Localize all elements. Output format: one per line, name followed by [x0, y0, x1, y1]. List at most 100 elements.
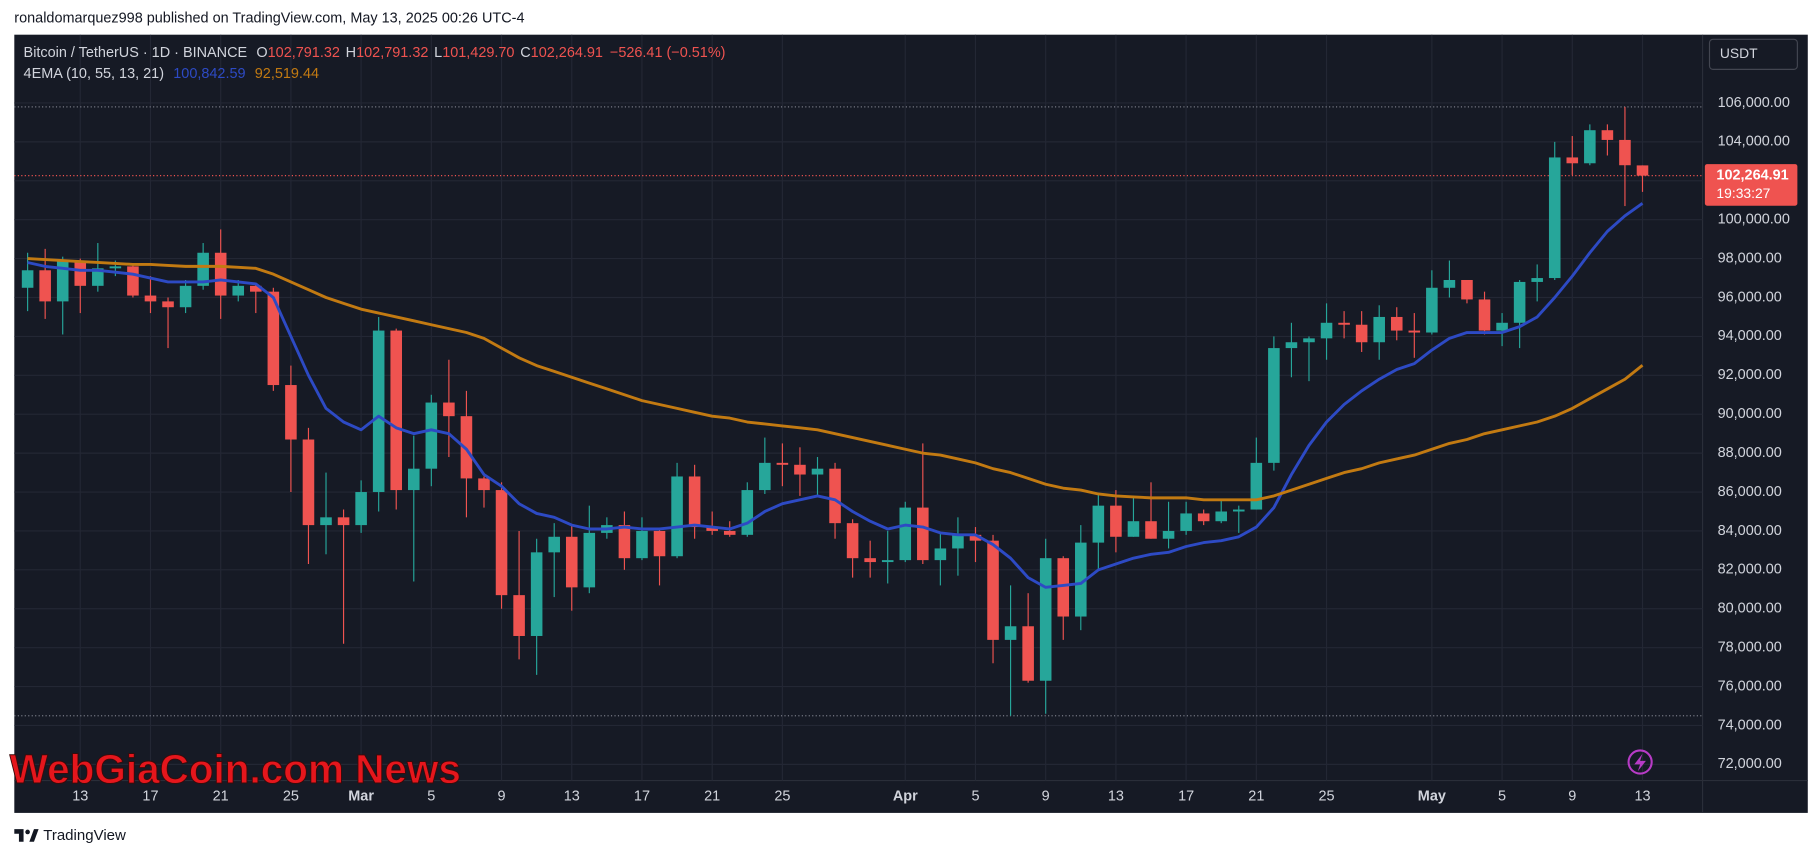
candle-body: [162, 301, 174, 308]
x-tick-label: 13: [72, 789, 88, 805]
candle-body: [443, 402, 455, 417]
change: −526.41 (−0.51%): [610, 45, 726, 61]
tradingview-logo: [14, 829, 39, 842]
x-tick-label: 17: [1178, 789, 1194, 805]
candle-body: [1197, 513, 1210, 522]
y-tick-label: 76,000.00: [1718, 678, 1782, 694]
ohlc-key: C: [520, 45, 530, 61]
x-tick-label: 21: [213, 789, 229, 805]
candle-body: [1127, 521, 1140, 537]
ohlc-value: 102,791.32: [356, 45, 428, 61]
x-tick-label: 9: [498, 789, 506, 805]
candle-body: [1426, 287, 1438, 333]
candle-body: [355, 492, 367, 526]
y-tick-label: 84,000.00: [1718, 523, 1782, 539]
candle-body: [565, 536, 578, 588]
candle-body: [1320, 322, 1333, 339]
candle-body: [179, 285, 192, 308]
candle-body: [1601, 130, 1614, 140]
x-tick-label: 17: [634, 789, 650, 805]
candle-body: [372, 330, 385, 493]
candle-body: [337, 517, 350, 526]
candle-body: [1636, 165, 1649, 176]
x-tick-label: 9: [1568, 789, 1576, 805]
ohlc-value: 101,429.70: [442, 45, 514, 61]
last-price-box: [1704, 164, 1798, 206]
candle-body: [39, 270, 51, 302]
candle-body: [1355, 324, 1368, 343]
logo-part: [25, 829, 30, 835]
x-tick-label: 5: [971, 789, 979, 805]
y-tick-label: 94,000.00: [1718, 328, 1782, 344]
last-price-label: 102,264.91: [1716, 167, 1788, 183]
candle-body: [917, 507, 929, 561]
candle-body: [1268, 348, 1280, 463]
x-tick-label: Apr: [893, 789, 918, 805]
candle-body: [1075, 542, 1087, 617]
currency-button[interactable]: [1708, 38, 1798, 70]
candle-body: [250, 285, 262, 292]
candle-body: [952, 534, 964, 549]
candle-body: [1338, 322, 1350, 325]
x-tick-label: May: [1418, 789, 1446, 805]
y-tick-label: 98,000.00: [1718, 250, 1782, 266]
x-tick-label: 21: [704, 789, 720, 805]
x-tick-label: 9: [1042, 789, 1050, 805]
plot: [21, 106, 1649, 716]
candle-body: [1004, 626, 1017, 640]
ohlc-key: O: [256, 45, 267, 61]
x-tick-label: 17: [142, 789, 158, 805]
watermark: WebGiaCoin.com News: [10, 746, 461, 792]
candle-body: [548, 536, 560, 553]
x-tick-label: 5: [1498, 789, 1506, 805]
candle-body: [899, 507, 912, 561]
candle-body: [934, 548, 947, 561]
candle-body: [1285, 342, 1298, 349]
ohlc-value: 102,264.91: [531, 45, 603, 61]
candle-body: [1443, 279, 1456, 288]
byline: ronaldomarquez998 published on TradingVi…: [14, 10, 524, 26]
candle-body: [1408, 330, 1421, 333]
indicator-value: 92,519.44: [255, 66, 319, 82]
candle-body: [1548, 157, 1561, 279]
symbol: Bitcoin / TetherUS · 1D · BINANCE: [24, 45, 248, 61]
y-tick-label: 72,000.00: [1718, 756, 1782, 772]
indicator-legend: 4EMA (10, 55, 13, 21) 100,842.59 92,519.44: [24, 66, 319, 82]
logo-part: [14, 829, 24, 842]
y-tick-label: 80,000.00: [1718, 601, 1782, 617]
candle-body: [1496, 322, 1508, 331]
ohlc-key: H: [346, 45, 356, 61]
candle-body: [618, 525, 631, 559]
candle-body: [706, 527, 718, 531]
candle-body: [285, 385, 297, 440]
candle-body: [302, 439, 315, 526]
y-tick-label: 104,000.00: [1718, 134, 1790, 150]
candle-body: [688, 476, 701, 528]
candle-body: [1619, 139, 1631, 166]
y-tick-label: 88,000.00: [1718, 445, 1782, 461]
candle-body: [1039, 558, 1052, 681]
candle-body: [759, 462, 771, 491]
candle-body: [21, 270, 34, 288]
x-tick-label: Mar: [348, 789, 374, 805]
candle-body: [969, 534, 982, 541]
logo-part: [29, 829, 39, 842]
candle-body: [671, 476, 683, 557]
ema-line: [27, 202, 1644, 589]
candle-body: [390, 330, 403, 491]
x-tick-label: 25: [283, 789, 299, 805]
y-tick-label: 82,000.00: [1718, 562, 1782, 578]
y-tick-label: 96,000.00: [1718, 289, 1782, 305]
ohlc-value: 102,791.32: [268, 45, 340, 61]
candle-body: [232, 285, 245, 296]
candle-body: [1303, 338, 1315, 343]
candle-body: [92, 268, 104, 286]
candle-body: [1110, 505, 1122, 537]
candle-body: [478, 478, 490, 491]
x-tick-label: 21: [1248, 789, 1264, 805]
footer-brand: TradingView: [43, 827, 126, 844]
y-tick-label: 78,000.00: [1718, 639, 1782, 655]
candle-body: [144, 295, 157, 302]
candle-body: [214, 252, 227, 296]
